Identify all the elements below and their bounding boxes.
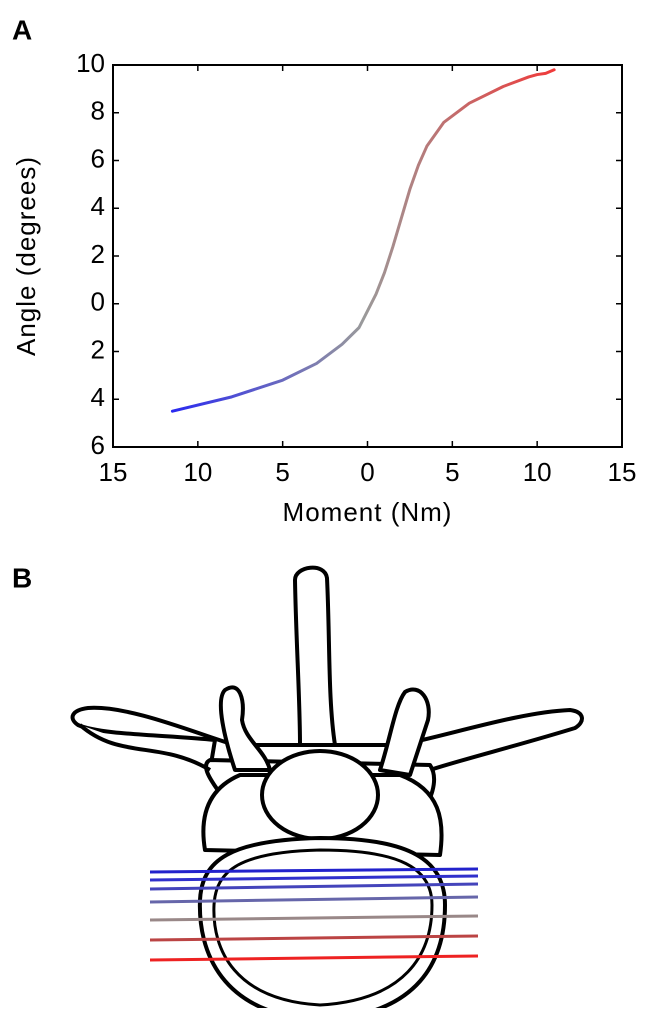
x-axis-label: Moment (Nm) [283, 497, 453, 527]
x-tick-label: 5 [445, 457, 459, 487]
y-axis-label: Angle (degrees) [11, 156, 41, 356]
vertebra-diagram [73, 568, 582, 1008]
x-tick-label: 15 [608, 457, 637, 487]
x-tick-label: 10 [523, 457, 552, 487]
y-tick-label: 6 [91, 430, 105, 460]
x-tick-label: 0 [360, 457, 374, 487]
y-tick-label: 4 [91, 382, 105, 412]
plot-frame [113, 65, 622, 447]
y-tick-label: 2 [91, 334, 105, 364]
figure: A B 151050510156420246810Moment (Nm)Angl… [0, 0, 645, 1008]
y-tick-label: 0 [91, 287, 105, 317]
panel-label: A [12, 14, 32, 45]
y-tick-label: 4 [91, 191, 105, 221]
x-tick-label: 15 [99, 457, 128, 487]
line [172, 70, 554, 411]
spinous-process [295, 568, 335, 745]
y-tick-label: 2 [91, 239, 105, 269]
y-tick-label: 6 [91, 143, 105, 173]
x-tick-label: 5 [275, 457, 289, 487]
x-tick-label: 10 [183, 457, 212, 487]
y-tick-label: 10 [76, 48, 105, 78]
spinal-canal [262, 751, 378, 839]
panel-label: B [12, 562, 32, 593]
y-tick-label: 8 [91, 96, 105, 126]
